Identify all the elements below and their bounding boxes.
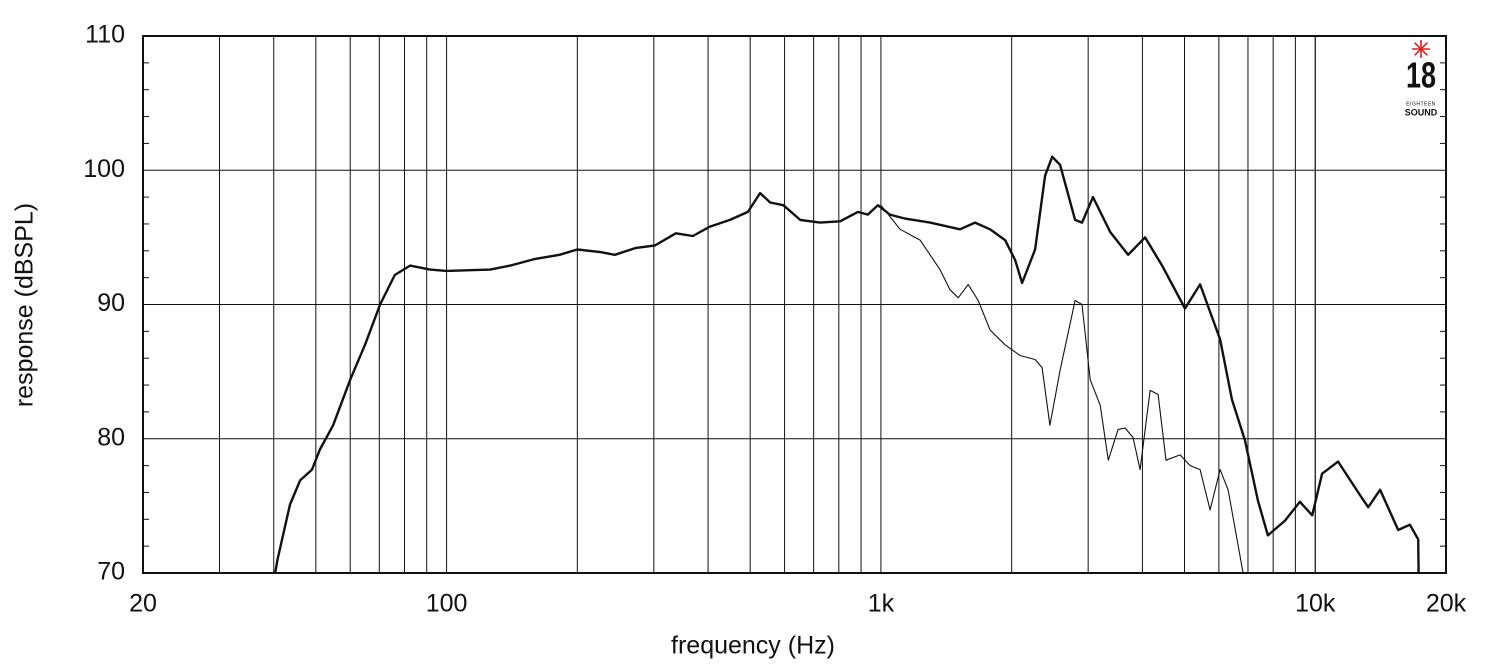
plot-frame	[142, 35, 1447, 574]
x-tick-label: 1k	[868, 590, 895, 618]
response-line	[880, 204, 1244, 574]
x-axis-label: frequency (Hz)	[671, 632, 835, 660]
x-tick-label: 10k	[1295, 590, 1336, 618]
y-tick-label: 80	[97, 423, 125, 451]
logo-text: SOUND	[1405, 107, 1438, 117]
logo-text: EIGHTEEN	[1406, 101, 1436, 107]
y-tick-label: 70	[97, 558, 125, 586]
logo-star-ray	[1414, 42, 1428, 56]
response-line	[274, 155, 1420, 574]
x-tick-label: 100	[426, 590, 468, 618]
y-axis-label: response (dBSPL)	[11, 203, 39, 407]
y-tick-label: 100	[83, 155, 125, 183]
x-tick-label: 20k	[1426, 590, 1467, 618]
y-tick-label: 110	[85, 21, 125, 49]
logo-number: 18	[1406, 55, 1436, 96]
x-tick-label: 20	[129, 590, 157, 618]
logo-star	[1412, 40, 1430, 58]
y-tick-label: 90	[97, 289, 125, 317]
